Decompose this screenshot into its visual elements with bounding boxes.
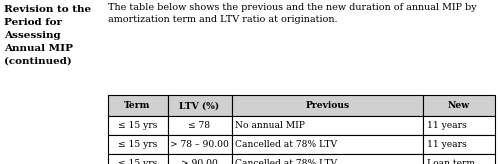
Text: No annual MIP: No annual MIP xyxy=(235,121,305,130)
Bar xyxy=(424,95,495,116)
Bar xyxy=(168,116,232,135)
Text: Period for: Period for xyxy=(4,18,62,27)
Bar xyxy=(232,95,424,116)
Bar xyxy=(108,154,168,164)
Bar xyxy=(424,154,495,164)
Text: ≤ 15 yrs: ≤ 15 yrs xyxy=(118,121,157,130)
Text: Loan term: Loan term xyxy=(427,159,475,164)
Bar xyxy=(168,154,232,164)
Text: Annual MIP: Annual MIP xyxy=(4,44,73,53)
Bar xyxy=(108,95,168,116)
Text: ≤ 15 yrs: ≤ 15 yrs xyxy=(118,159,157,164)
Bar xyxy=(232,116,424,135)
Text: ≤ 15 yrs: ≤ 15 yrs xyxy=(118,140,157,149)
Text: Cancelled at 78% LTV: Cancelled at 78% LTV xyxy=(235,140,337,149)
Text: > 78 – 90.00: > 78 – 90.00 xyxy=(170,140,229,149)
Text: Previous: Previous xyxy=(306,101,350,110)
Bar xyxy=(232,154,424,164)
Text: Revision to the: Revision to the xyxy=(4,5,91,14)
Text: ≤ 78: ≤ 78 xyxy=(188,121,210,130)
Bar xyxy=(168,135,232,154)
Text: Cancelled at 78% LTV: Cancelled at 78% LTV xyxy=(235,159,337,164)
Text: 11 years: 11 years xyxy=(427,140,467,149)
Text: (continued): (continued) xyxy=(4,57,72,66)
Bar xyxy=(168,95,232,116)
Text: Assessing: Assessing xyxy=(4,31,60,40)
Bar xyxy=(108,135,168,154)
Text: 11 years: 11 years xyxy=(427,121,467,130)
Bar xyxy=(232,135,424,154)
Bar xyxy=(424,116,495,135)
Text: The table below shows the previous and the new duration of annual MIP by
amortiz: The table below shows the previous and t… xyxy=(108,3,476,24)
Text: New: New xyxy=(448,101,470,110)
Bar xyxy=(108,116,168,135)
Text: LTV (%): LTV (%) xyxy=(180,101,220,110)
Text: Term: Term xyxy=(124,101,150,110)
Bar xyxy=(424,135,495,154)
Text: > 90.00: > 90.00 xyxy=(181,159,218,164)
